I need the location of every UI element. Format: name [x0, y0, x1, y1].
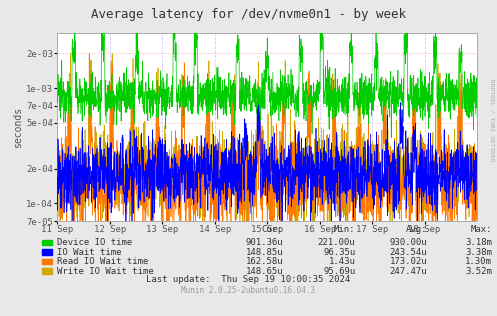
Text: Avg:: Avg: — [406, 225, 427, 234]
Text: 95.69u: 95.69u — [323, 267, 355, 276]
Text: 901.36u: 901.36u — [246, 238, 283, 247]
Text: 930.00u: 930.00u — [390, 238, 427, 247]
Text: 1.30m: 1.30m — [465, 257, 492, 266]
Text: Average latency for /dev/nvme0n1 - by week: Average latency for /dev/nvme0n1 - by we… — [91, 8, 406, 21]
Text: Max:: Max: — [471, 225, 492, 234]
Text: 162.58u: 162.58u — [246, 257, 283, 266]
Text: 96.35u: 96.35u — [323, 248, 355, 257]
Text: Device IO time: Device IO time — [57, 238, 132, 247]
Text: 221.00u: 221.00u — [318, 238, 355, 247]
Text: 1.43u: 1.43u — [329, 257, 355, 266]
Text: RRDTOOL / TOBI OETIKER: RRDTOOL / TOBI OETIKER — [490, 79, 495, 161]
Text: Munin 2.0.25-2ubuntu0.16.04.3: Munin 2.0.25-2ubuntu0.16.04.3 — [181, 286, 316, 295]
Text: 3.38m: 3.38m — [465, 248, 492, 257]
Text: Read IO Wait time: Read IO Wait time — [57, 257, 149, 266]
Text: Write IO Wait time: Write IO Wait time — [57, 267, 154, 276]
Y-axis label: seconds: seconds — [13, 106, 23, 148]
Text: 243.54u: 243.54u — [390, 248, 427, 257]
Text: 3.52m: 3.52m — [465, 267, 492, 276]
Text: Last update:  Thu Sep 19 10:00:35 2024: Last update: Thu Sep 19 10:00:35 2024 — [147, 275, 350, 284]
Text: 3.18m: 3.18m — [465, 238, 492, 247]
Text: 148.65u: 148.65u — [246, 267, 283, 276]
Text: Cur:: Cur: — [262, 225, 283, 234]
Text: 148.85u: 148.85u — [246, 248, 283, 257]
Text: 173.02u: 173.02u — [390, 257, 427, 266]
Text: IO Wait time: IO Wait time — [57, 248, 122, 257]
Text: 247.47u: 247.47u — [390, 267, 427, 276]
Text: Min:: Min: — [334, 225, 355, 234]
